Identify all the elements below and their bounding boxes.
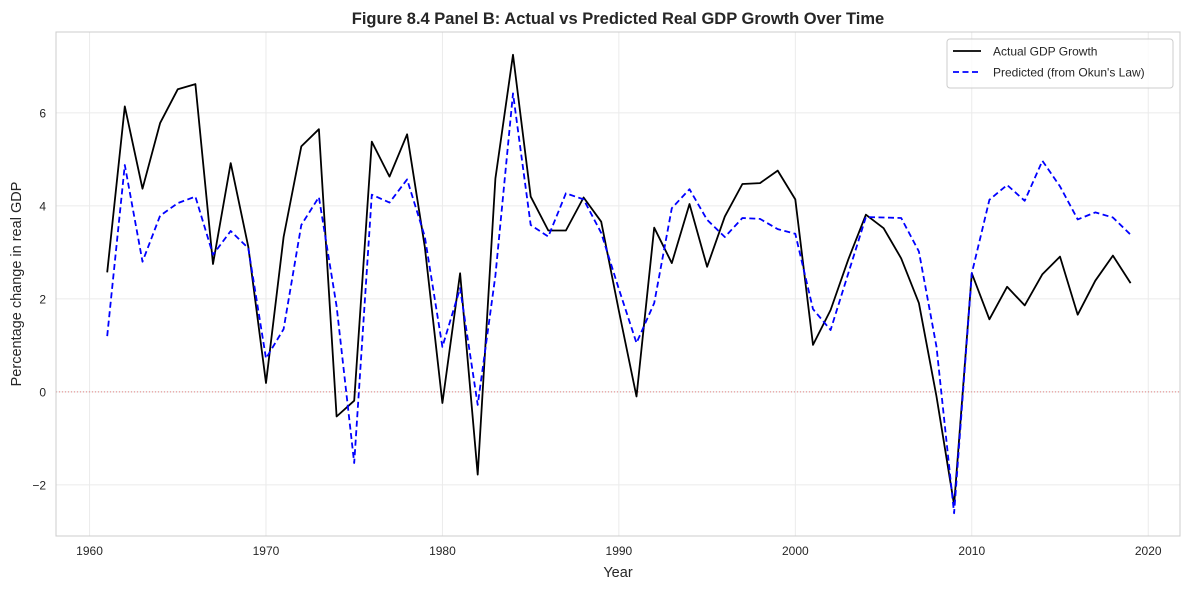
legend-label-actual: Actual GDP Growth (993, 45, 1097, 59)
y-tick-label: 0 (39, 385, 46, 399)
plot-area (55, 31, 1181, 537)
y-tick-label: 6 (39, 106, 46, 120)
y-tick-label: −2 (32, 478, 46, 492)
legend-box (946, 38, 1174, 89)
series-layer (106, 53, 1132, 515)
y-tick-label: 2 (39, 292, 46, 306)
x-tick-label: 1960 (76, 544, 103, 558)
x-tick-label: 1970 (253, 544, 280, 558)
x-tick-label: 2010 (958, 544, 985, 558)
series-line-predicted (106, 92, 1132, 515)
y-axis-ticks: −2 0 2 4 6 (32, 106, 46, 492)
legend: Actual GDP Growth Predicted (from Okun's… (946, 38, 1174, 89)
x-tick-label: 1990 (606, 544, 633, 558)
y-tick-label: 4 (39, 199, 46, 213)
x-axis-ticks: 1960 1970 1980 1990 2000 2010 2020 (76, 544, 1162, 558)
x-tick-label: 1980 (429, 544, 456, 558)
x-tick-label: 2020 (1135, 544, 1162, 558)
axes-frame (55, 31, 1181, 537)
x-tick-label: 2000 (782, 544, 809, 558)
x-axis-label: Year (603, 565, 632, 581)
grid-lines (56, 32, 1180, 536)
y-axis-label: Percentage change in real GDP (9, 182, 25, 387)
legend-label-predicted: Predicted (from Okun's Law) (993, 66, 1145, 80)
chart-title: Figure 8.4 Panel B: Actual vs Predicted … (352, 10, 884, 28)
